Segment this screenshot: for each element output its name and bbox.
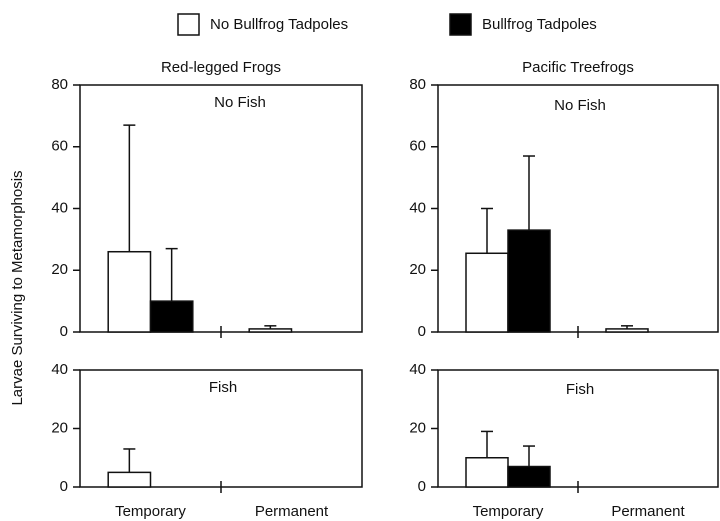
bar bbox=[107, 471, 152, 488]
panel-subtitle: Fish bbox=[209, 379, 237, 396]
y-tick-label: 0 bbox=[418, 323, 426, 340]
panel-title: Pacific Treefrogs bbox=[522, 59, 634, 76]
error-bar bbox=[123, 448, 136, 473]
y-tick-label: 40 bbox=[51, 199, 68, 216]
error-bar bbox=[123, 124, 136, 252]
y-tick-label: 40 bbox=[409, 361, 426, 378]
x-tick-label: Permanent bbox=[255, 503, 329, 520]
bar bbox=[248, 328, 293, 333]
y-tick-label: 40 bbox=[51, 361, 68, 378]
x-tick-label: Temporary bbox=[473, 503, 544, 520]
bar bbox=[149, 300, 194, 333]
panel-subtitle: Fish bbox=[566, 381, 594, 398]
panel-subtitle: No Fish bbox=[214, 94, 266, 111]
legend-label: No Bullfrog Tadpoles bbox=[210, 16, 348, 33]
y-tick-label: 20 bbox=[51, 261, 68, 278]
y-tick-label: 0 bbox=[60, 478, 68, 495]
y-tick-label: 0 bbox=[418, 478, 426, 495]
x-tick-label: Permanent bbox=[611, 503, 685, 520]
bar bbox=[507, 465, 551, 488]
bar bbox=[465, 252, 509, 333]
error-bar bbox=[621, 325, 633, 329]
error-bar bbox=[523, 445, 535, 467]
legend-swatch bbox=[177, 13, 200, 36]
y-tick-label: 20 bbox=[409, 261, 426, 278]
error-bar bbox=[264, 325, 277, 329]
bar bbox=[605, 328, 649, 333]
panel-subtitle: No Fish bbox=[554, 97, 606, 114]
bar bbox=[465, 457, 509, 488]
error-bar bbox=[481, 207, 493, 254]
legend-swatch bbox=[449, 13, 472, 36]
y-tick-label: 0 bbox=[60, 323, 68, 340]
bar bbox=[107, 250, 152, 333]
error-bar bbox=[165, 247, 178, 302]
y-tick-label: 20 bbox=[409, 419, 426, 436]
y-tick-label: 60 bbox=[409, 138, 426, 155]
y-tick-label: 60 bbox=[51, 138, 68, 155]
panel-title: Red-legged Frogs bbox=[161, 59, 281, 76]
legend-label: Bullfrog Tadpoles bbox=[482, 16, 597, 33]
y-tick-label: 40 bbox=[409, 199, 426, 216]
y-tick-label: 80 bbox=[51, 76, 68, 93]
error-bar bbox=[523, 155, 535, 231]
y-tick-label: 80 bbox=[409, 76, 426, 93]
y-axis-label: Larvae Surviving to Metamorphosis bbox=[9, 170, 26, 405]
bar bbox=[507, 229, 551, 333]
y-tick-label: 20 bbox=[51, 419, 68, 436]
error-bar bbox=[481, 430, 493, 458]
x-tick-label: Temporary bbox=[115, 503, 186, 520]
